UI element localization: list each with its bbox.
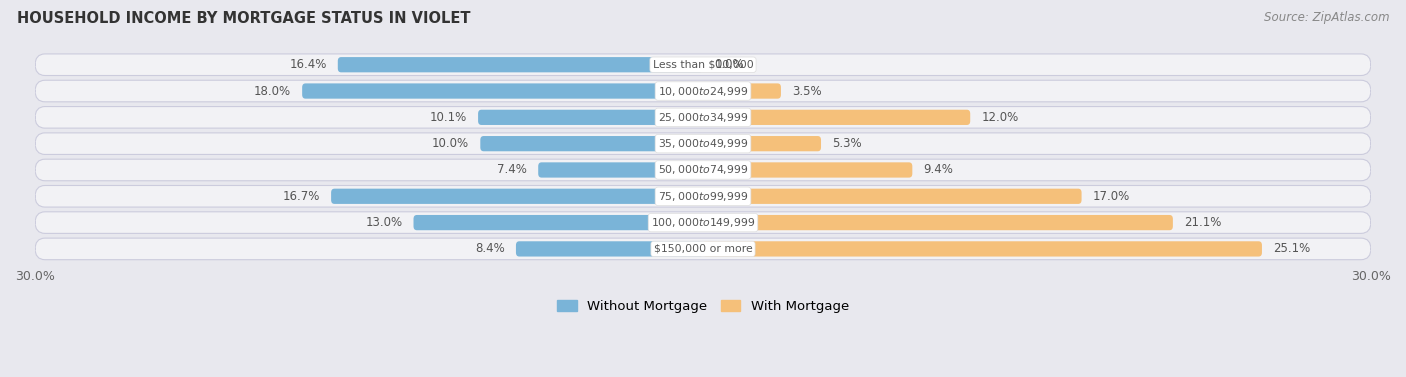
FancyBboxPatch shape	[35, 80, 1371, 102]
Text: $50,000 to $74,999: $50,000 to $74,999	[658, 164, 748, 176]
Text: $10,000 to $24,999: $10,000 to $24,999	[658, 84, 748, 98]
Text: 5.3%: 5.3%	[832, 137, 862, 150]
FancyBboxPatch shape	[35, 238, 1371, 260]
FancyBboxPatch shape	[703, 162, 912, 178]
Text: 9.4%: 9.4%	[924, 164, 953, 176]
FancyBboxPatch shape	[35, 159, 1371, 181]
Text: 25.1%: 25.1%	[1272, 242, 1310, 255]
Text: $100,000 to $149,999: $100,000 to $149,999	[651, 216, 755, 229]
Text: HOUSEHOLD INCOME BY MORTGAGE STATUS IN VIOLET: HOUSEHOLD INCOME BY MORTGAGE STATUS IN V…	[17, 11, 471, 26]
FancyBboxPatch shape	[538, 162, 703, 178]
FancyBboxPatch shape	[302, 83, 703, 99]
Text: $35,000 to $49,999: $35,000 to $49,999	[658, 137, 748, 150]
Text: 0.0%: 0.0%	[714, 58, 744, 71]
Text: 3.5%: 3.5%	[792, 84, 821, 98]
FancyBboxPatch shape	[330, 188, 703, 204]
Text: $150,000 or more: $150,000 or more	[654, 244, 752, 254]
FancyBboxPatch shape	[413, 215, 703, 230]
Text: $25,000 to $34,999: $25,000 to $34,999	[658, 111, 748, 124]
Text: 10.1%: 10.1%	[430, 111, 467, 124]
FancyBboxPatch shape	[703, 83, 780, 99]
FancyBboxPatch shape	[481, 136, 703, 151]
FancyBboxPatch shape	[35, 107, 1371, 128]
Text: 16.7%: 16.7%	[283, 190, 321, 203]
FancyBboxPatch shape	[703, 110, 970, 125]
FancyBboxPatch shape	[35, 185, 1371, 207]
Text: 10.0%: 10.0%	[432, 137, 470, 150]
Text: 21.1%: 21.1%	[1184, 216, 1222, 229]
FancyBboxPatch shape	[35, 54, 1371, 75]
Text: Less than $10,000: Less than $10,000	[652, 60, 754, 70]
FancyBboxPatch shape	[35, 212, 1371, 233]
FancyBboxPatch shape	[703, 136, 821, 151]
FancyBboxPatch shape	[35, 133, 1371, 155]
Text: 7.4%: 7.4%	[498, 164, 527, 176]
Text: $75,000 to $99,999: $75,000 to $99,999	[658, 190, 748, 203]
FancyBboxPatch shape	[703, 241, 1263, 256]
Text: 8.4%: 8.4%	[475, 242, 505, 255]
FancyBboxPatch shape	[703, 188, 1081, 204]
FancyBboxPatch shape	[478, 110, 703, 125]
Legend: Without Mortgage, With Mortgage: Without Mortgage, With Mortgage	[551, 295, 855, 319]
Text: 16.4%: 16.4%	[290, 58, 326, 71]
FancyBboxPatch shape	[337, 57, 703, 72]
FancyBboxPatch shape	[703, 215, 1173, 230]
Text: 18.0%: 18.0%	[254, 84, 291, 98]
Text: 13.0%: 13.0%	[366, 216, 402, 229]
FancyBboxPatch shape	[516, 241, 703, 256]
Text: 12.0%: 12.0%	[981, 111, 1018, 124]
Text: 17.0%: 17.0%	[1092, 190, 1130, 203]
Text: Source: ZipAtlas.com: Source: ZipAtlas.com	[1264, 11, 1389, 24]
